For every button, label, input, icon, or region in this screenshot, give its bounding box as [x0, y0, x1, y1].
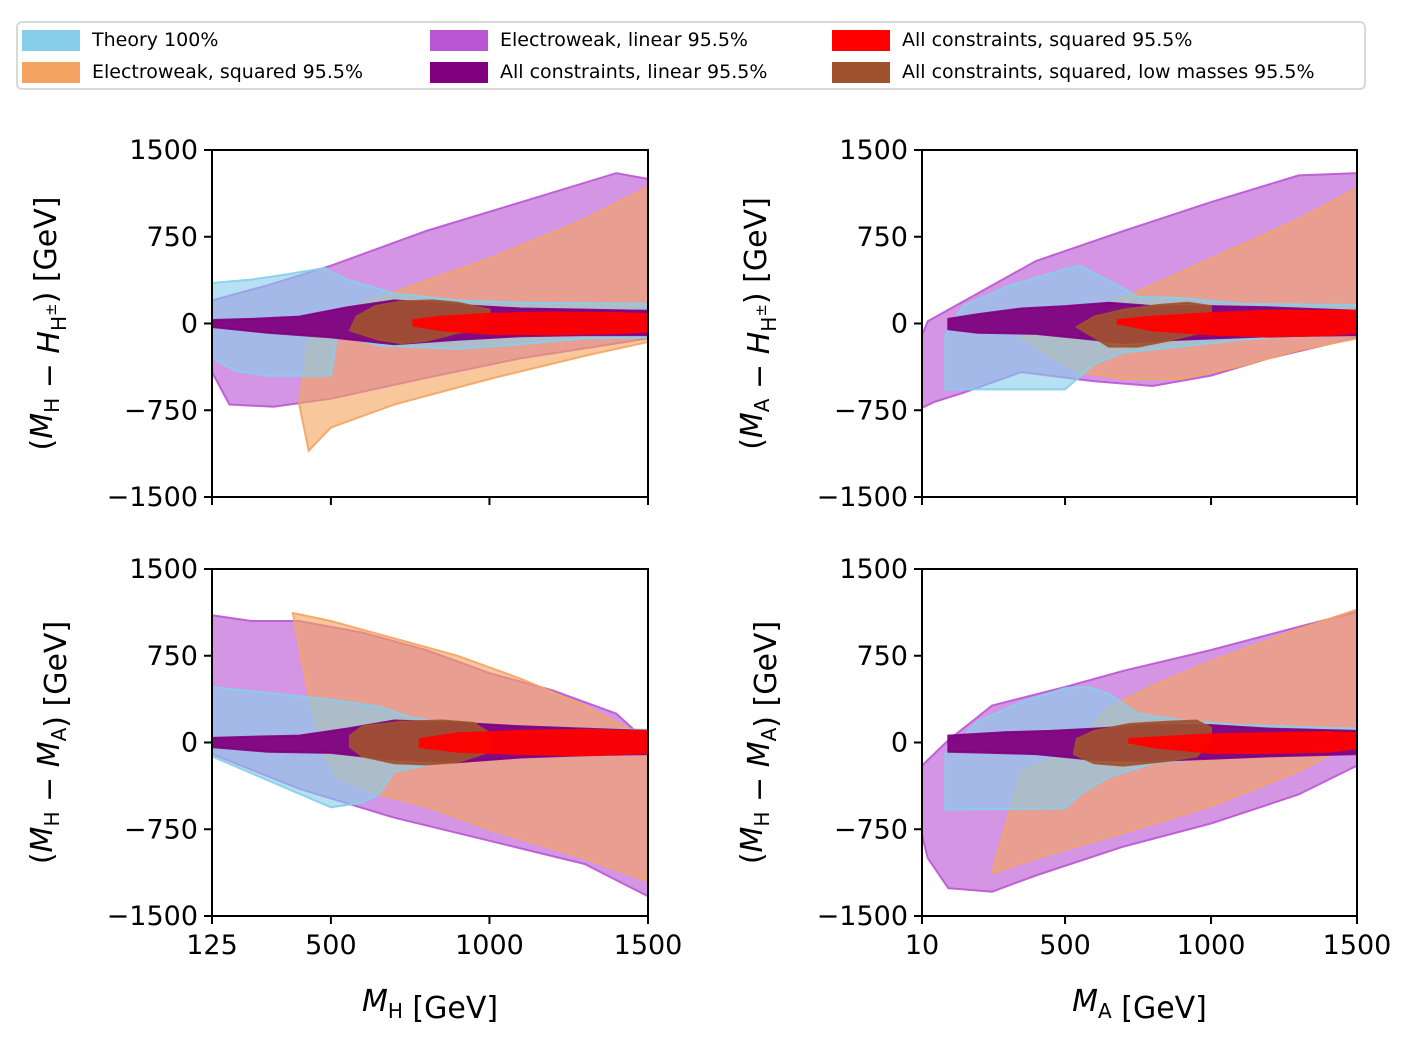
panel-top-left: −1500 −750 0 750 1500 (MH − HH±) [GeV]	[25, 135, 649, 513]
legend-item-all-linear: All constraints, linear 95.5%	[430, 61, 767, 83]
region-all-sq	[1128, 731, 1357, 754]
y-axis-label: (MA − HH±) [GeV]	[735, 197, 781, 450]
x-tick-label: 1500	[1323, 930, 1392, 961]
y-tick-label: 0	[891, 728, 908, 759]
y-tick-label: 1500	[839, 554, 908, 585]
x-tick-label: 1000	[455, 930, 524, 961]
legend-swatch-ew-linear	[430, 29, 488, 51]
legend-item-ew-squared: Electroweak, squared 95.5%	[22, 61, 363, 83]
y-tick-label: 0	[891, 309, 908, 340]
y-axis-label: (MH − MA) [GeV]	[735, 621, 784, 864]
legend-item-all-squared-low: All constraints, squared, low masses 95.…	[832, 61, 1315, 83]
y-tick-label: 750	[146, 222, 198, 253]
x-axis-label: MH [GeV]	[362, 984, 498, 1026]
plot-area	[212, 611, 648, 898]
x-tick-label: 1000	[1177, 930, 1246, 961]
x-tick-label: 125	[186, 930, 238, 961]
panel-top-right: −1500 −750 0 750 1500 (MA − HH±) [GeV]	[735, 135, 1358, 513]
legend-label-theory: Theory 100%	[92, 29, 219, 51]
region-all-sq	[418, 728, 648, 757]
legend-label-all-linear: All constraints, linear 95.5%	[500, 61, 768, 83]
legend-label-ew-squared: Electroweak, squared 95.5%	[92, 61, 364, 83]
y-tick-label: 1500	[129, 554, 198, 585]
x-tick-label: 500	[305, 930, 357, 961]
y-tick-label: 750	[856, 641, 908, 672]
y-tick-label: 750	[146, 641, 198, 672]
x-tick-label: 10	[905, 930, 939, 961]
region-all-sq	[1116, 309, 1357, 338]
legend-swatch-ew-squared	[22, 61, 80, 83]
x-tick-label: 1500	[614, 930, 683, 961]
y-tick-label: −750	[124, 395, 198, 426]
y-tick-label: 0	[181, 309, 198, 340]
y-tick-label: 1500	[839, 135, 908, 166]
y-tick-label: −750	[834, 814, 908, 845]
plot-area	[212, 172, 648, 453]
legend-swatch-theory	[22, 29, 80, 51]
y-tick-label: 750	[856, 222, 908, 253]
y-axis-label: (MH − MA) [GeV]	[25, 621, 74, 864]
y-tick-label: −750	[124, 814, 198, 845]
x-tick-label: 500	[1039, 930, 1091, 961]
y-tick-label: −1500	[817, 901, 908, 932]
legend-item-ew-linear: Electroweak, linear 95.5%	[430, 29, 748, 51]
legend-item-all-squared: All constraints, squared 95.5%	[832, 29, 1192, 51]
plot-area	[922, 172, 1357, 410]
y-axis-label: (MH − HH±) [GeV]	[25, 197, 71, 451]
y-tick-label: −750	[834, 395, 908, 426]
legend-item-theory: Theory 100%	[22, 29, 218, 51]
plot-area	[922, 608, 1357, 893]
x-axis-label: MA [GeV]	[1072, 984, 1207, 1026]
legend-swatch-all-linear	[430, 61, 488, 83]
region-all-sq	[412, 311, 648, 336]
panel-bottom-right: −1500 −750 0 750 1500 10 500 1000 1500 (MH − MA) …	[735, 554, 1391, 1026]
y-tick-label: −1500	[107, 901, 198, 932]
y-tick-label: 1500	[129, 135, 198, 166]
y-tick-label: −1500	[107, 482, 198, 513]
panel-bottom-left: −1500 −750 0 750 1500 125 500 1000 1500 (MH − MA)…	[25, 554, 682, 1026]
y-tick-label: 0	[181, 728, 198, 759]
legend-swatch-all-squared	[832, 29, 890, 51]
chart-legend: Theory 100% Electroweak, squared 95.5% E…	[16, 21, 1366, 90]
legend-swatch-all-squared-low	[832, 61, 890, 83]
y-tick-label: −1500	[817, 482, 908, 513]
legend-label-all-squared: All constraints, squared 95.5%	[902, 29, 1193, 51]
legend-label-all-squared-low: All constraints, squared, low masses 95.…	[902, 61, 1315, 83]
legend-label-ew-linear: Electroweak, linear 95.5%	[500, 29, 748, 51]
